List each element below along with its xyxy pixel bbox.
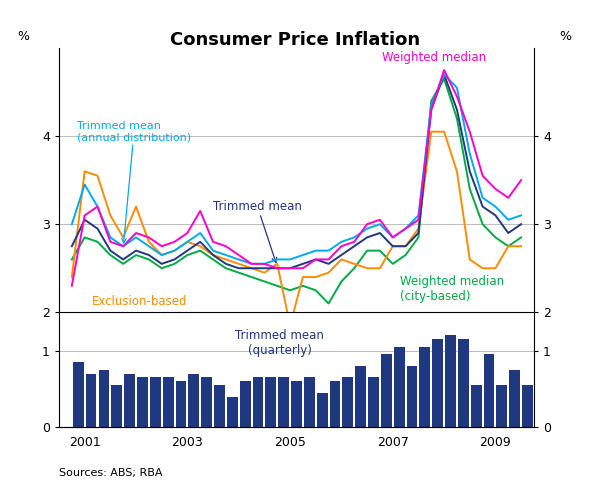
Bar — [227, 396, 238, 427]
Bar — [496, 385, 507, 427]
Bar — [407, 366, 417, 427]
Bar — [432, 339, 443, 427]
Bar — [381, 354, 392, 427]
Bar — [278, 377, 289, 427]
Bar — [445, 335, 456, 427]
Text: Trimmed mean
(annual distribution): Trimmed mean (annual distribution) — [77, 121, 191, 243]
Bar — [509, 370, 520, 427]
Bar — [73, 362, 84, 427]
Text: %: % — [17, 30, 30, 43]
Text: Consumer Price Inflation: Consumer Price Inflation — [170, 31, 420, 49]
Text: Trimmed mean: Trimmed mean — [213, 200, 302, 263]
Bar — [99, 370, 109, 427]
Bar — [419, 347, 430, 427]
Bar — [253, 377, 263, 427]
Bar — [291, 381, 302, 427]
Text: Weighted median
(city-based): Weighted median (city-based) — [401, 276, 504, 303]
Bar — [522, 385, 533, 427]
Bar — [330, 381, 340, 427]
Bar — [266, 377, 276, 427]
Bar — [150, 377, 160, 427]
Bar — [201, 377, 212, 427]
Bar — [163, 377, 173, 427]
Bar — [368, 377, 379, 427]
Bar — [240, 381, 251, 427]
Bar — [317, 393, 327, 427]
Bar — [394, 347, 405, 427]
Text: %: % — [559, 30, 571, 43]
Bar — [214, 385, 225, 427]
Text: Exclusion-based: Exclusion-based — [93, 295, 188, 308]
Bar — [86, 373, 97, 427]
Bar — [124, 373, 135, 427]
Bar — [458, 339, 468, 427]
Bar — [471, 385, 481, 427]
Bar — [355, 366, 366, 427]
Bar — [137, 377, 148, 427]
Bar — [188, 373, 199, 427]
Bar — [484, 354, 494, 427]
Bar — [342, 377, 353, 427]
Text: Weighted median: Weighted median — [382, 51, 487, 64]
Bar — [304, 377, 314, 427]
Text: Trimmed mean
(quarterly): Trimmed mean (quarterly) — [235, 329, 325, 357]
Bar — [176, 381, 186, 427]
Text: Sources: ABS; RBA: Sources: ABS; RBA — [59, 468, 162, 478]
Bar — [112, 385, 122, 427]
